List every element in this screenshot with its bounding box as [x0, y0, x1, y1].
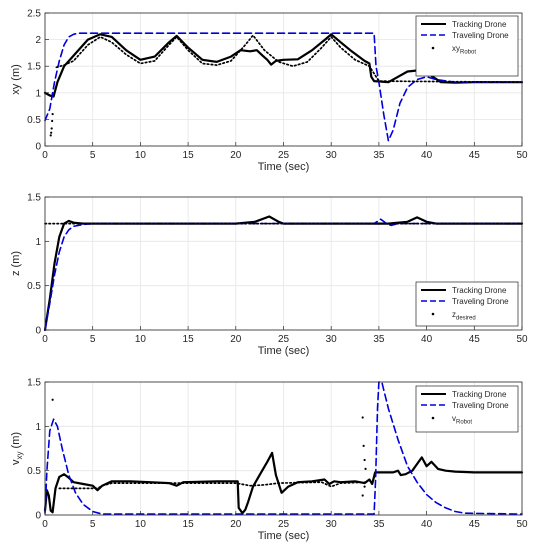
series-line-1 — [43, 33, 524, 98]
x-tick-label: 20 — [230, 334, 242, 345]
chart-3: 0 5 10 15 20 25 30 35 40 45 50 0 0.5 1 1.5 Time (sec) vx… — [10, 378, 528, 543]
legend-swatch-dot — [431, 46, 435, 50]
x-tick-label: 35 — [373, 150, 385, 161]
legend-label: Traveling Drone — [452, 401, 509, 410]
chart-1: 0 5 10 15 20 25 30 35 40 45 50 0 0.5 1 1.5 2 2.5 Time (se… — [10, 9, 528, 174]
y-tick-label: 1.5 — [27, 193, 41, 204]
series-line-2 — [44, 218, 523, 331]
data-point — [50, 131, 53, 134]
y-tick-label: 0.5 — [27, 466, 41, 477]
legend: Tracking Drone Traveling Drone zdesired — [415, 281, 519, 327]
y-tick-label: 2.5 — [27, 9, 41, 20]
x-tick-label: 30 — [326, 150, 338, 161]
data-point — [362, 444, 365, 447]
chart-2: 0 5 10 15 20 25 30 35 40 45 50 0 0.5 1 1.5 Time (sec) z … — [10, 193, 528, 358]
data-point — [361, 416, 364, 419]
series-line-2 — [44, 32, 523, 142]
x-tick-label: 45 — [469, 150, 481, 161]
x-tick-label: 50 — [516, 519, 528, 530]
x-axis-label: Time (sec) — [258, 345, 310, 357]
x-tick-label: 5 — [90, 334, 96, 345]
y-axis-label: z (m) — [10, 251, 22, 276]
y-axis-label: xy (m) — [10, 64, 22, 95]
legend-label: Traveling Drone — [452, 297, 509, 306]
x-tick-label: 5 — [90, 519, 96, 530]
data-point — [363, 485, 366, 488]
x-tick-label: 20 — [230, 150, 242, 161]
y-tick-label: 1 — [35, 88, 41, 99]
legend-label: Tracking Drone — [452, 286, 507, 295]
x-tick-label: 0 — [42, 519, 48, 530]
y-tick-label: 0 — [35, 326, 41, 337]
x-tick-label: 45 — [469, 334, 481, 345]
data-point — [361, 494, 364, 497]
x-tick-label: 40 — [421, 334, 433, 345]
x-axis-label: Time (sec) — [258, 161, 310, 173]
y-tick-label: 2 — [35, 35, 41, 46]
legend-label: Tracking Drone — [452, 20, 507, 29]
axes-box — [44, 196, 523, 331]
x-tick-label: 40 — [421, 150, 433, 161]
x-tick-label: 25 — [278, 519, 290, 530]
y-tick-label: 0 — [35, 142, 41, 153]
data-point — [51, 398, 54, 401]
x-tick-label: 35 — [373, 519, 385, 530]
y-tick-label: 1 — [35, 237, 41, 248]
y-tick-label: 1.5 — [27, 62, 41, 73]
legend-label: Traveling Drone — [452, 31, 509, 40]
y-tick-label: 0 — [35, 511, 41, 522]
y-tick-label: 1.5 — [27, 378, 41, 389]
x-tick-label: 50 — [516, 334, 528, 345]
data-point — [49, 134, 52, 137]
x-tick-label: 10 — [135, 334, 147, 345]
x-tick-label: 5 — [90, 150, 96, 161]
x-tick-label: 15 — [183, 334, 195, 345]
axes-box — [44, 12, 523, 147]
data-point — [363, 458, 366, 462]
legend: Tracking Drone Traveling Drone xyRobot — [415, 15, 519, 77]
series-line-3 — [58, 481, 369, 490]
data-point — [50, 127, 53, 130]
x-tick-label: 15 — [183, 150, 195, 161]
data-point — [364, 467, 367, 470]
x-tick-label: 35 — [373, 334, 385, 345]
x-tick-label: 0 — [42, 334, 48, 345]
legend-swatch-dot — [431, 416, 435, 420]
legend-swatch-dot — [431, 312, 435, 316]
y-axis-label: vxy (m) — [10, 432, 24, 465]
x-tick-label: 30 — [326, 334, 338, 345]
x-tick-label: 25 — [278, 150, 290, 161]
x-tick-label: 0 — [42, 150, 48, 161]
series-line-3 — [55, 34, 523, 84]
series-line-1 — [43, 451, 524, 515]
axes-box — [44, 381, 523, 516]
x-tick-label: 45 — [469, 519, 481, 530]
series-line-2 — [44, 381, 523, 515]
legend-label: vRobot — [452, 414, 472, 426]
legend-label: zdesired — [452, 310, 476, 322]
series-line-1 — [43, 215, 524, 332]
x-tick-label: 20 — [230, 519, 242, 530]
y-tick-label: 1 — [35, 422, 41, 433]
data-point — [51, 119, 54, 123]
x-tick-label: 10 — [135, 150, 147, 161]
legend-label: xyRobot — [452, 44, 476, 56]
data-point — [51, 112, 54, 116]
x-axis-label: Time (sec) — [258, 530, 310, 542]
x-tick-label: 10 — [135, 519, 147, 530]
legend-label: Tracking Drone — [452, 390, 507, 399]
x-tick-label: 50 — [516, 150, 528, 161]
legend-box — [415, 15, 519, 77]
x-tick-label: 25 — [278, 334, 290, 345]
x-tick-label: 40 — [421, 519, 433, 530]
y-tick-label: 0.5 — [27, 281, 41, 292]
x-tick-label: 30 — [326, 519, 338, 530]
legend: Tracking Drone Traveling Drone vRobot — [415, 385, 519, 433]
x-tick-label: 15 — [183, 519, 195, 530]
y-tick-label: 0.5 — [27, 115, 41, 126]
